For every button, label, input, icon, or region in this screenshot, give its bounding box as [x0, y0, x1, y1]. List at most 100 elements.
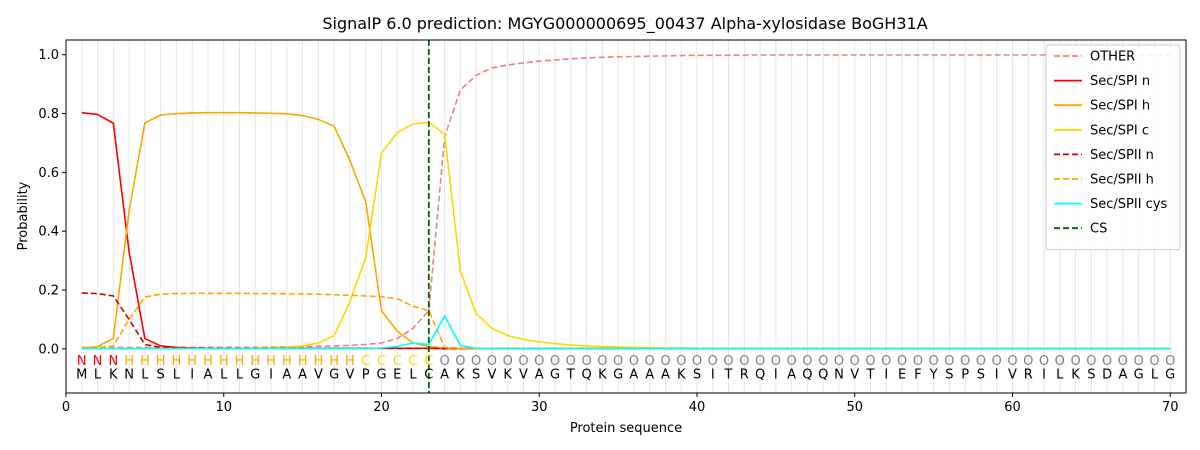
region-label: O [755, 354, 765, 369]
residue-label: T [724, 367, 733, 382]
residue-label: I [269, 367, 273, 382]
residue-label: Y [929, 367, 938, 382]
region-label: O [787, 354, 797, 369]
y-axis-ticks: 0.0 0.2 0.4 0.6 0.8 1.0 [38, 48, 66, 357]
legend-label: Sec/SPI c [1090, 123, 1149, 138]
residue-label: A [440, 367, 449, 382]
residue-label: D [1102, 367, 1112, 382]
residue-label: A [1118, 367, 1127, 382]
region-label: O [550, 354, 560, 369]
y-axis-label: Probability [16, 181, 31, 250]
region-label: O [645, 354, 655, 369]
region-label: O [960, 354, 970, 369]
region-label: O [976, 354, 986, 369]
region-label: O [771, 354, 781, 369]
residue-label: Q [818, 367, 828, 382]
residue-label: G [550, 367, 560, 382]
region-label: H [329, 354, 339, 369]
sequence-labels: NMNLNKHNHLHSHLHIHAHLHLHGHIHAHAHVHGHVCPCG… [76, 354, 1175, 383]
y-tick-label: 0.8 [38, 107, 59, 122]
region-label: H [203, 354, 213, 369]
region-label: H [266, 354, 276, 369]
region-label: H [124, 354, 134, 369]
residue-label: G [376, 367, 386, 382]
region-label: O [897, 354, 907, 369]
chart-title: SignalP 6.0 prediction: MGYG000000695_00… [322, 14, 927, 34]
series-lines [81, 54, 1171, 350]
legend-label: Sec/SPI h [1090, 99, 1150, 114]
residue-label: S [472, 367, 480, 382]
region-label: O [660, 354, 670, 369]
residue-label: L [141, 367, 149, 382]
x-tick-label: 10 [215, 400, 232, 415]
residue-label: I [1042, 367, 1046, 382]
y-tick-label: 1.0 [38, 48, 59, 63]
legend-label: Sec/SPII h [1090, 173, 1154, 188]
region-label: O [1055, 354, 1065, 369]
legend-label: OTHER [1090, 50, 1135, 65]
x-tick-label: 20 [373, 400, 390, 415]
region-label: O [913, 354, 923, 369]
residue-label: K [109, 367, 118, 382]
residue-label: K [598, 367, 607, 382]
region-label: O [518, 354, 528, 369]
series-line-6 [81, 315, 1171, 350]
region-label: O [1007, 354, 1017, 369]
residue-label: E [898, 367, 906, 382]
residue-label: C [424, 367, 433, 382]
legend-box [1045, 44, 1181, 251]
residue-label: G [329, 367, 339, 382]
residue-label: A [661, 367, 670, 382]
residue-label: L [1151, 367, 1159, 382]
region-label: H [140, 354, 150, 369]
region-label: O [1165, 354, 1175, 369]
residue-label: A [629, 367, 638, 382]
residue-label: T [566, 367, 575, 382]
x-tick-label: 0 [62, 400, 70, 415]
legend-label: Sec/SPII n [1090, 148, 1154, 163]
residue-label: L [220, 367, 228, 382]
region-label: H [172, 354, 182, 369]
residue-label: E [393, 367, 401, 382]
residue-label: S [1087, 367, 1095, 382]
residue-label: I [711, 367, 715, 382]
y-tick-label: 0.6 [38, 166, 59, 181]
residue-label: N [834, 367, 844, 382]
residue-label: S [157, 367, 165, 382]
region-label: O [881, 354, 891, 369]
region-label: N [77, 354, 87, 369]
residue-label: I [774, 367, 778, 382]
region-label: H [250, 354, 260, 369]
region-label: O [992, 354, 1002, 369]
plot-area-frame [65, 39, 1187, 394]
region-label: H [235, 354, 245, 369]
region-label: N [93, 354, 103, 369]
region-label: O [850, 354, 860, 369]
residue-label: V [314, 367, 323, 382]
residue-label: A [298, 367, 307, 382]
residue-label: Q [581, 367, 591, 382]
region-label: O [739, 354, 749, 369]
region-label: O [566, 354, 576, 369]
residue-label: R [740, 367, 749, 382]
y-tick-label: 0.2 [38, 284, 59, 299]
residue-label: S [945, 367, 953, 382]
x-axis-ticks: 0 10 20 30 40 50 60 70 [62, 393, 1178, 415]
x-tick-label: 30 [531, 400, 548, 415]
residue-label: P [362, 367, 370, 382]
region-label: O [471, 354, 481, 369]
region-label: O [834, 354, 844, 369]
residue-label: A [535, 367, 544, 382]
region-label: C [361, 354, 370, 369]
region-label: H [314, 354, 324, 369]
residue-label: P [961, 367, 969, 382]
residue-label: K [1071, 367, 1080, 382]
x-tick-label: 60 [1004, 400, 1021, 415]
region-label: O [487, 354, 497, 369]
region-label: O [1134, 354, 1144, 369]
region-label: O [629, 354, 639, 369]
region-label: O [1118, 354, 1128, 369]
residue-label: A [645, 367, 654, 382]
residue-label: R [1024, 367, 1033, 382]
